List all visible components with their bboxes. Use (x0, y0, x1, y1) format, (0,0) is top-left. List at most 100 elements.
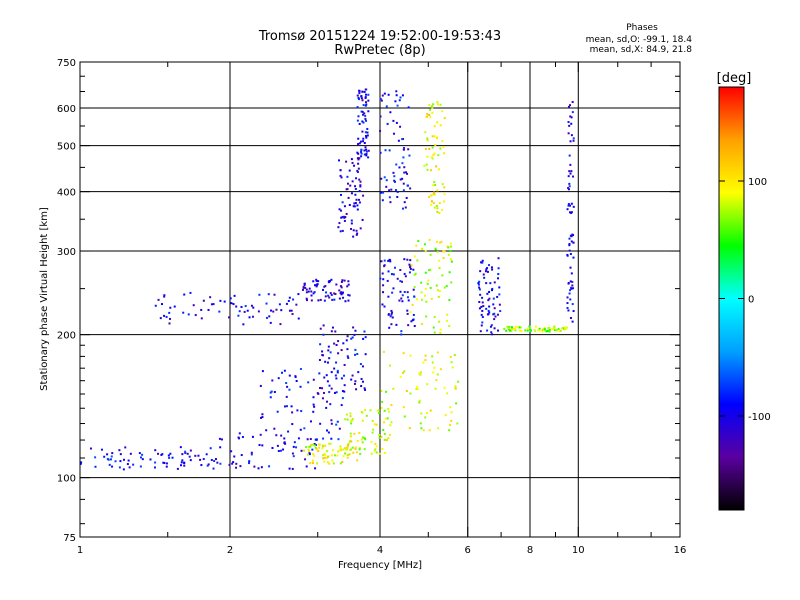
data-point (334, 293, 337, 296)
data-point (570, 287, 573, 290)
data-point (330, 419, 333, 422)
data-point (346, 355, 349, 358)
data-point (315, 285, 318, 288)
data-point (570, 235, 573, 238)
data-point (111, 452, 114, 455)
data-point (260, 416, 263, 419)
data-point (322, 333, 325, 336)
data-point (330, 371, 333, 374)
data-point (435, 379, 438, 382)
data-point (378, 433, 381, 436)
data-point (415, 244, 418, 247)
data-point (383, 451, 386, 454)
data-point (230, 450, 233, 453)
data-point (480, 313, 483, 316)
data-point (275, 434, 278, 437)
data-point (367, 99, 370, 102)
data-point (436, 373, 439, 376)
data-point (318, 446, 321, 449)
data-point (297, 293, 300, 296)
data-point (569, 298, 572, 301)
data-point (449, 355, 452, 358)
data-point (431, 106, 434, 109)
data-point (360, 97, 363, 100)
data-point (569, 266, 572, 269)
data-point (503, 327, 506, 330)
data-point (359, 363, 362, 366)
data-point (570, 170, 573, 173)
data-point (346, 444, 349, 447)
data-point (569, 172, 572, 175)
data-point (569, 316, 572, 319)
data-point (570, 134, 573, 137)
data-point (390, 421, 393, 424)
data-point (566, 296, 569, 299)
chart-subtitle: RwPretec (8p) (334, 43, 425, 58)
data-point (348, 453, 351, 456)
data-point (183, 464, 186, 467)
data-point (481, 301, 484, 304)
data-point (425, 300, 428, 303)
data-point (173, 305, 176, 308)
data-point (410, 320, 413, 323)
data-point (360, 385, 363, 388)
data-point (569, 204, 572, 207)
data-point (223, 300, 226, 303)
data-point (413, 273, 416, 276)
data-point (181, 453, 184, 456)
data-point (383, 409, 386, 412)
data-point (435, 284, 438, 287)
data-point (480, 305, 483, 308)
data-point (326, 455, 329, 458)
data-point (433, 193, 436, 196)
data-point (551, 328, 554, 331)
data-point (312, 452, 315, 455)
data-point (362, 113, 365, 116)
data-point (423, 164, 426, 167)
data-point (569, 211, 572, 214)
data-point (358, 89, 361, 92)
data-point (449, 406, 452, 409)
data-point (408, 271, 411, 274)
data-point (153, 466, 156, 469)
data-point (436, 251, 439, 254)
data-point (325, 406, 328, 409)
data-point (324, 295, 327, 298)
data-point (163, 294, 166, 297)
data-point (507, 328, 510, 331)
data-point (429, 108, 432, 111)
data-point (346, 453, 349, 456)
data-point (347, 280, 350, 283)
data-point (429, 268, 432, 271)
data-point (260, 466, 263, 469)
data-point (360, 148, 363, 151)
data-point (433, 181, 436, 184)
data-point (361, 120, 364, 123)
data-point (335, 391, 338, 394)
data-point (400, 297, 403, 300)
data-point (230, 302, 233, 305)
data-point (418, 399, 421, 402)
data-point (182, 311, 185, 314)
data-point (409, 392, 412, 395)
data-point (401, 300, 404, 303)
data-point (347, 283, 350, 286)
data-point (389, 201, 392, 204)
data-point (413, 325, 416, 328)
data-point (437, 103, 440, 106)
data-point (163, 295, 166, 298)
y-tick-label: 75 (63, 533, 76, 544)
data-point (435, 165, 438, 168)
data-point (246, 309, 249, 312)
data-point (420, 291, 423, 294)
data-point (353, 164, 356, 167)
data-point (206, 464, 209, 467)
data-point (357, 162, 360, 165)
data-point (424, 250, 427, 253)
data-point (439, 328, 442, 331)
data-point (380, 406, 383, 409)
data-point (425, 163, 428, 166)
data-point (335, 377, 338, 380)
data-point (364, 135, 367, 138)
data-point (276, 444, 279, 447)
